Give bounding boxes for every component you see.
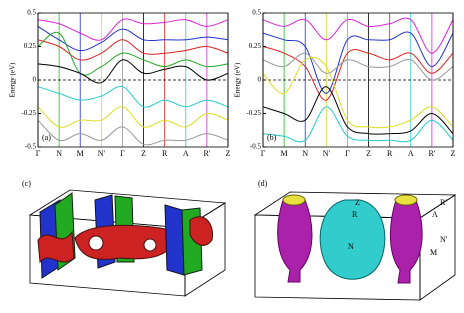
x-tick-label: R: [387, 149, 393, 158]
x-tick-label: M: [77, 149, 84, 158]
band: [37, 31, 229, 76]
band: [37, 59, 229, 84]
k-point: Z: [355, 198, 360, 207]
band: [262, 17, 454, 54]
k-point: N: [348, 242, 354, 251]
x-tick-label: Z: [366, 149, 371, 158]
x-tick-label: M: [281, 149, 288, 158]
x-tick-label: Γ: [345, 149, 350, 158]
band: [262, 56, 454, 129]
y-tick-label: 0: [33, 76, 37, 84]
band: [37, 39, 229, 61]
k-point: A: [432, 210, 438, 219]
x-tick-label: R': [203, 149, 210, 158]
x-tick-label: Γ: [261, 149, 266, 158]
x-tick-label: N': [98, 149, 106, 158]
k-point: R: [352, 210, 358, 219]
k-point: R': [440, 198, 447, 207]
y-axis-label: Energy (eV): [9, 62, 17, 97]
x-tick-label: Γ: [120, 149, 125, 158]
fermi-surface-d: (d) Z R R' A N' M N: [253, 179, 457, 301]
k-point: N': [440, 235, 448, 244]
x-tick-label: A: [408, 149, 414, 158]
y-tick-label: 0.25: [24, 42, 37, 50]
band: [37, 119, 229, 146]
y-tick-label: 0.25: [249, 42, 262, 50]
y-tick-label: 0: [258, 76, 262, 84]
x-tick-label: A: [183, 149, 189, 158]
band: [262, 31, 454, 94]
x-tick-label: Γ: [36, 149, 41, 158]
fermi-surface-c: (c): [22, 179, 227, 297]
band: [262, 52, 454, 81]
band: [37, 106, 229, 128]
y-tick-label: -0.25: [21, 109, 36, 117]
y-tick-label: -0.25: [246, 109, 261, 117]
panel-label: (c): [22, 179, 31, 188]
x-tick-label: R: [162, 149, 168, 158]
band: [37, 25, 229, 52]
y-tick-label: 0.5: [252, 9, 261, 17]
x-tick-label: N: [302, 149, 308, 158]
x-tick-label: Z: [226, 149, 231, 158]
band: [37, 18, 229, 41]
panel-label: (d): [258, 179, 268, 188]
band: [37, 85, 229, 108]
y-tick-label: -0.5: [250, 143, 262, 151]
x-tick-label: Z: [451, 149, 456, 158]
k-point: M: [430, 248, 437, 257]
y-tick-label: 0.5: [27, 9, 36, 17]
y-axis-label: Energy (eV): [234, 62, 242, 97]
x-tick-label: N: [56, 149, 62, 158]
band: [262, 106, 454, 143]
y-tick-label: -0.5: [25, 143, 37, 151]
x-tick-label: Z: [141, 149, 146, 158]
x-tick-label: N': [323, 149, 331, 158]
panel-label: (b): [267, 133, 277, 142]
x-tick-label: R': [428, 149, 435, 158]
band: [262, 86, 454, 135]
band: [262, 46, 454, 101]
panel-label: (a): [42, 133, 51, 142]
